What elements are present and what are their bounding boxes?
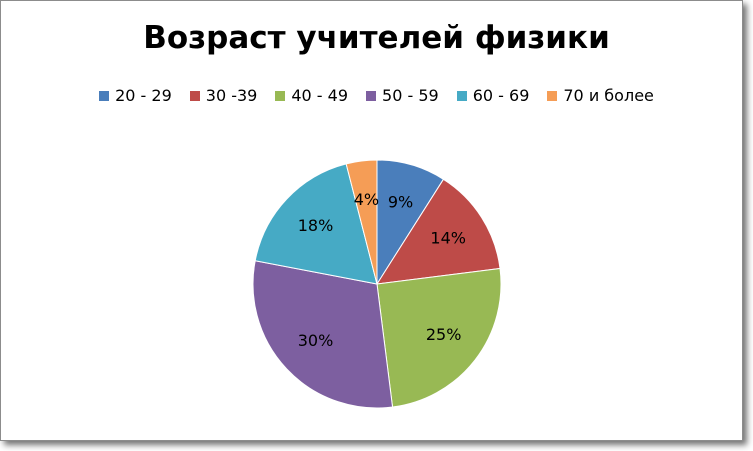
pie-slice <box>345 159 378 285</box>
pie-slice <box>376 178 501 285</box>
legend-entry: 40 - 49 <box>275 86 348 105</box>
legend-swatch <box>456 90 467 101</box>
slice-data-label: 25% <box>426 325 462 344</box>
legend-entry: 60 - 69 <box>456 86 530 105</box>
slice-data-label: 30% <box>298 331 334 350</box>
legend-swatch <box>366 90 377 101</box>
slice-data-label: 9% <box>388 193 413 212</box>
legend-label: 70 и более <box>563 86 654 105</box>
slice-data-label: 4% <box>354 190 379 209</box>
legend-label: 20 - 29 <box>115 86 172 105</box>
legend-entry: 50 - 59 <box>366 86 439 105</box>
legend-entry: 30 -39 <box>189 86 258 105</box>
legend-swatch <box>547 90 558 101</box>
legend-entry: 20 - 29 <box>99 86 172 105</box>
pie-slice <box>376 267 502 408</box>
legend-swatch <box>99 90 110 101</box>
slice-data-label: 18% <box>298 216 334 235</box>
legend-label: 30 -39 <box>205 86 258 105</box>
legend-entry: 70 и более <box>547 86 654 105</box>
legend-label: 50 - 59 <box>382 86 439 105</box>
legend-label: 40 - 49 <box>291 86 349 105</box>
pie-slice <box>254 163 378 285</box>
legend-label: 60 - 69 <box>472 86 530 105</box>
pie-slice <box>252 260 394 409</box>
legend-swatch <box>275 90 286 101</box>
legend-swatch <box>189 90 200 101</box>
chart-title: Возраст учителей физики <box>143 20 610 56</box>
chart-legend: 20 - 29 30 -39 40 - 49 50 - 59 60 - 69 70 и б… <box>0 86 753 105</box>
slice-data-label: 14% <box>430 228 466 247</box>
